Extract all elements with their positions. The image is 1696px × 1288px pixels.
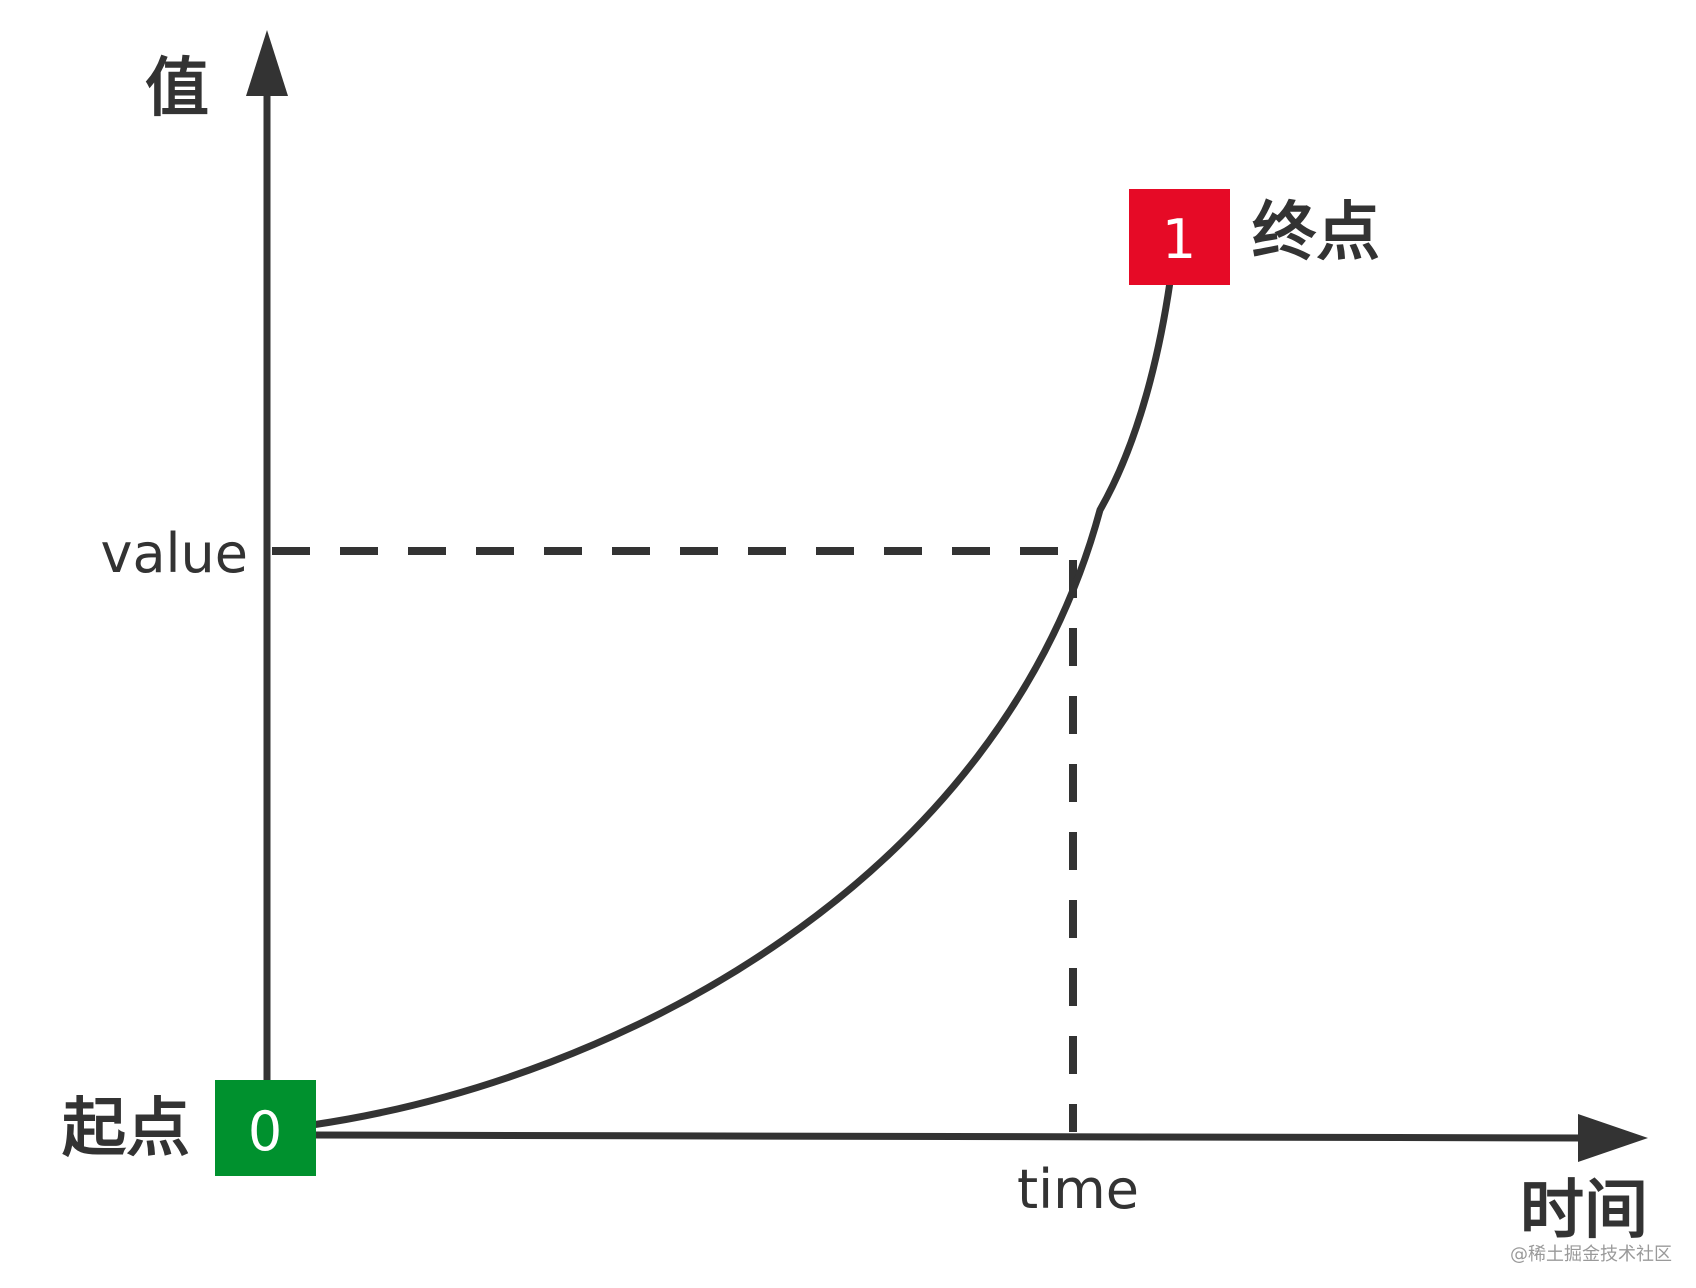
x-axis-arrowhead: [1578, 1114, 1648, 1162]
y-axis-label: 值: [145, 52, 209, 126]
y-axis: [246, 30, 288, 1135]
start-point-label: 起点: [62, 1092, 190, 1166]
start-marker: 0: [215, 1080, 316, 1176]
value-label: value: [101, 522, 249, 585]
end-marker-text: 1: [1162, 208, 1196, 271]
x-axis-label: 时间: [1520, 1174, 1648, 1248]
x-axis-line: [309, 1131, 1586, 1142]
y-axis-arrowhead: [246, 30, 288, 96]
x-axis: [309, 1114, 1648, 1162]
end-point-label: 终点: [1252, 196, 1380, 270]
time-label: time: [1017, 1158, 1139, 1221]
watermark: @稀土掘金技术社区: [1510, 1244, 1672, 1265]
end-marker: 1: [1129, 189, 1230, 285]
start-marker-text: 0: [248, 1100, 282, 1163]
easing-curve: [308, 278, 1174, 1129]
end-marker-box: [1129, 189, 1230, 285]
start-marker-box: [215, 1080, 316, 1176]
